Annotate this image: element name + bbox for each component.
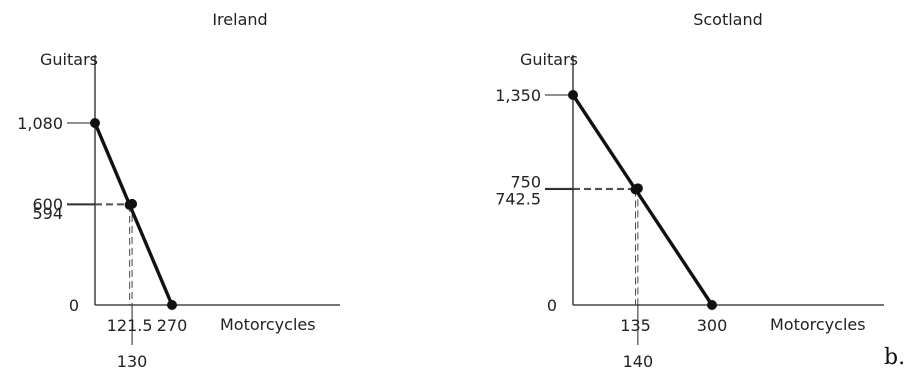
part-label: b. bbox=[884, 345, 905, 370]
scotland-y-axis-label: Guitars bbox=[520, 50, 578, 69]
ireland-y-tick-label: 600 bbox=[32, 195, 63, 214]
ireland-y-axis-label: Guitars bbox=[40, 50, 98, 69]
ireland-x-tick-label-below: 130 bbox=[117, 352, 148, 371]
ireland-x-tick-label: 121.5 bbox=[107, 316, 153, 335]
scotland-x-tick-label-below: 140 bbox=[623, 352, 654, 371]
scotland-origin-label: 0 bbox=[547, 296, 557, 315]
ireland-x-tick-label: 270 bbox=[157, 316, 188, 335]
ireland-y-tick-label: 594 bbox=[32, 204, 63, 223]
ireland-ppf-line bbox=[93, 121, 174, 307]
scotland-y-tick-label: 1,350 bbox=[495, 86, 541, 105]
ireland-data-point bbox=[90, 118, 100, 128]
ireland-data-point bbox=[127, 198, 138, 209]
scotland-data-point bbox=[632, 183, 643, 194]
ireland-x-axis-label: Motorcycles bbox=[220, 315, 316, 334]
scotland-x-tick-label: 135 bbox=[620, 316, 651, 335]
scotland-chart: Scotland Guitars Motorcycles 0 1,350 750742.5… bbox=[495, 10, 884, 371]
scotland-ppf-line bbox=[571, 93, 714, 307]
scotland-x-axis-label: Motorcycles bbox=[770, 315, 866, 334]
scotland-data-point bbox=[568, 90, 578, 100]
scotland-data-point bbox=[707, 300, 717, 310]
ireland-title: Ireland bbox=[212, 10, 267, 29]
ireland-origin-label: 0 bbox=[69, 296, 79, 315]
scotland-y-tick-label: 750 bbox=[510, 172, 541, 191]
scotland-title: Scotland bbox=[693, 10, 763, 29]
scotland-x-tick-label: 300 bbox=[697, 316, 728, 335]
ireland-data-point bbox=[167, 300, 177, 310]
ireland-y-tick-label: 1,080 bbox=[17, 114, 63, 133]
scotland-y-tick-label: 742.5 bbox=[495, 190, 541, 209]
